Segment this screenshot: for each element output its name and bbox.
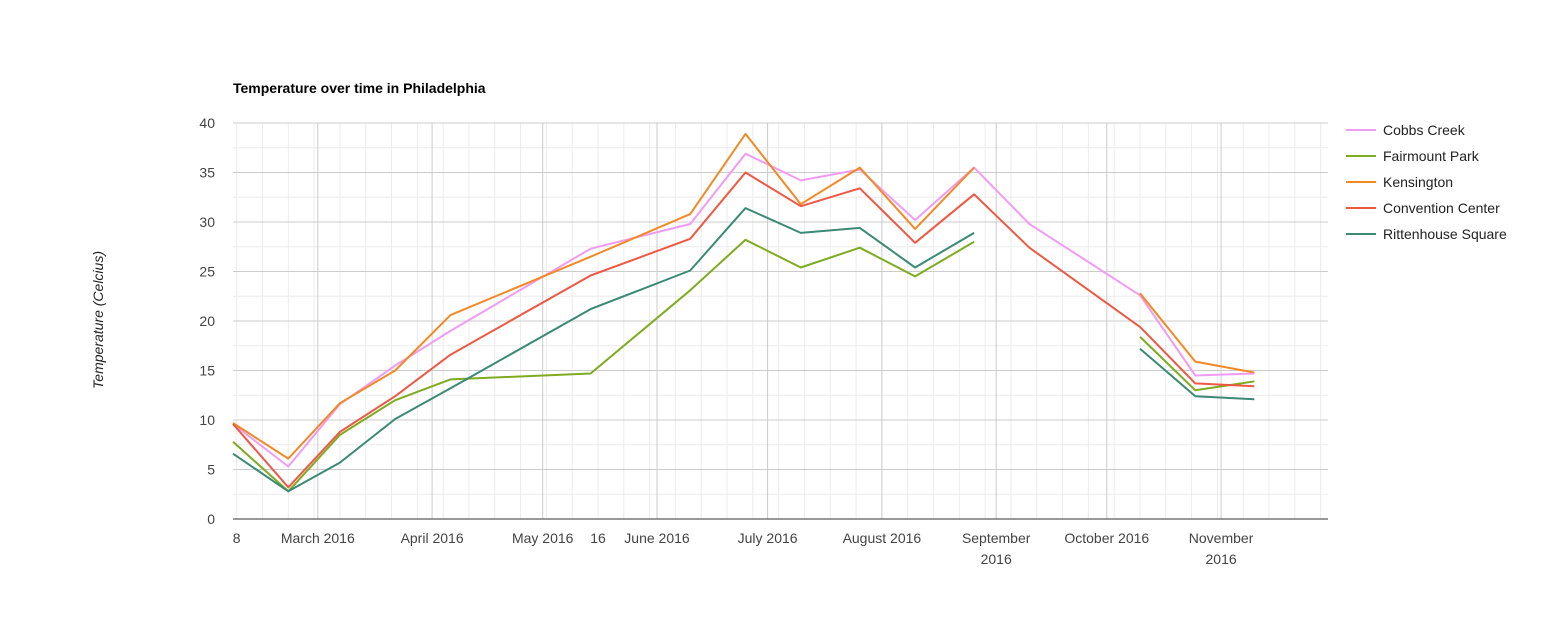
series-line-fairmount-park [232,238,975,493]
x-tick-label-line: 2016 [981,551,1012,567]
series-line-rittenhouse-square [1139,347,1255,401]
y-tick-label: 10 [199,412,215,428]
x-tick-label: March 2016 [281,530,355,546]
chart-title: Temperature over time in Philadelphia [233,80,486,96]
series-fairmount-park [232,238,1255,493]
y-tick-label: 25 [199,264,215,280]
series-rittenhouse-square [232,207,1255,493]
legend: Cobbs Creek Fairmount Park Kensington Conve… [1346,122,1507,242]
series-line-kensington [1139,292,1255,374]
x-tick-label: May 2016 [512,530,574,546]
legend-label-fairmount-park: Fairmount Park [1383,148,1480,164]
x-tick-label-line: August 2016 [843,530,922,546]
x-tick-label: September 2016 [962,530,1031,567]
y-axis-ticks: 0 5 10 15 20 25 30 35 40 [199,115,215,527]
x-tick-label-line: June 2016 [624,530,690,546]
y-tick-label: 5 [207,462,215,478]
x-tick-label-line: March 2016 [281,530,355,546]
x-tick-label: November 2016 [1189,530,1254,567]
series-line-cobbs-creek [232,152,1255,468]
y-tick-label: 20 [199,313,215,329]
series-cobbs-creek [232,152,1255,468]
series-line-rittenhouse-square [232,207,975,493]
series-kensington [232,132,1255,460]
legend-label-rittenhouse-square: Rittenhouse Square [1383,226,1507,242]
x-tick-label-line: April 2016 [401,530,464,546]
x-tick-label-line: July 2016 [738,530,798,546]
y-tick-label: 30 [199,214,215,230]
series-convention-center [232,171,1255,489]
x-tick-label: 8 [233,530,241,546]
y-tick-label: 40 [199,115,215,131]
x-axis-ticks: 8 March 2016 April 2016 May 2016 16 June 2016… [233,530,1254,567]
x-tick-label: July 2016 [738,530,798,546]
x-tick-label: October 2016 [1064,530,1149,546]
y-tick-label: 0 [207,511,215,527]
x-tick-label-line: September [962,530,1031,546]
x-tick-label: 16 [590,530,606,546]
legend-label-kensington: Kensington [1383,174,1453,190]
x-tick-label-line: May 2016 [512,530,574,546]
x-tick-label-line: 8 [233,530,241,546]
series-layer [232,132,1255,493]
x-tick-label: August 2016 [843,530,922,546]
y-tick-label: 15 [199,363,215,379]
y-tick-label: 35 [199,165,215,181]
x-tick-label: June 2016 [624,530,690,546]
legend-label-cobbs-creek: Cobbs Creek [1383,122,1466,138]
series-line-kensington [232,132,975,460]
major-gridlines [233,122,1328,519]
x-tick-label-line: November [1189,530,1254,546]
legend-label-convention-center: Convention Center [1383,200,1500,216]
x-tick-label-line: October 2016 [1064,530,1149,546]
series-line-convention-center [232,171,1255,489]
x-tick-label-line: 16 [590,530,606,546]
x-tick-label-line: 2016 [1206,551,1237,567]
y-axis-label: Temperature (Celcius) [90,251,106,389]
x-tick-label: April 2016 [401,530,464,546]
